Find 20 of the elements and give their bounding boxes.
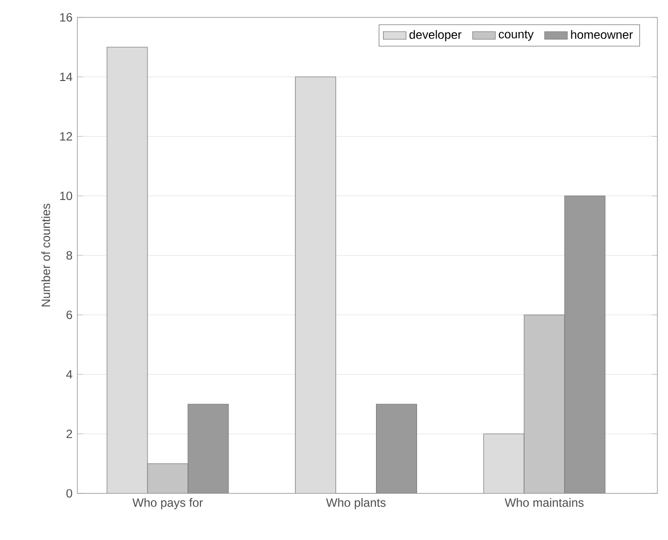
y-tick-label: 10	[60, 192, 72, 200]
x-tick-label: Who maintains	[504, 498, 584, 507]
bar	[376, 404, 418, 494]
y-axis-title: Number of counties	[41, 204, 50, 306]
legend-label: homeowner	[571, 30, 633, 39]
y-tick-label: 12	[60, 132, 72, 141]
y-tick-label: 6	[66, 310, 72, 320]
y-tick-label: 2	[66, 430, 72, 438]
y-tick-label: 4	[66, 370, 72, 378]
bar	[147, 463, 188, 494]
y-tick-label: 8	[66, 251, 72, 260]
legend-label: county	[498, 30, 534, 41]
x-tick-label: Who plants	[326, 498, 386, 510]
legend-label: developer	[409, 30, 462, 42]
y-tick-label: 14	[60, 72, 72, 81]
bar	[483, 434, 524, 494]
bar	[524, 314, 565, 494]
x-tick-label: Who pays for	[132, 498, 203, 510]
y-tick-label: 16	[60, 13, 72, 22]
y-tick-label: 0	[66, 489, 72, 498]
